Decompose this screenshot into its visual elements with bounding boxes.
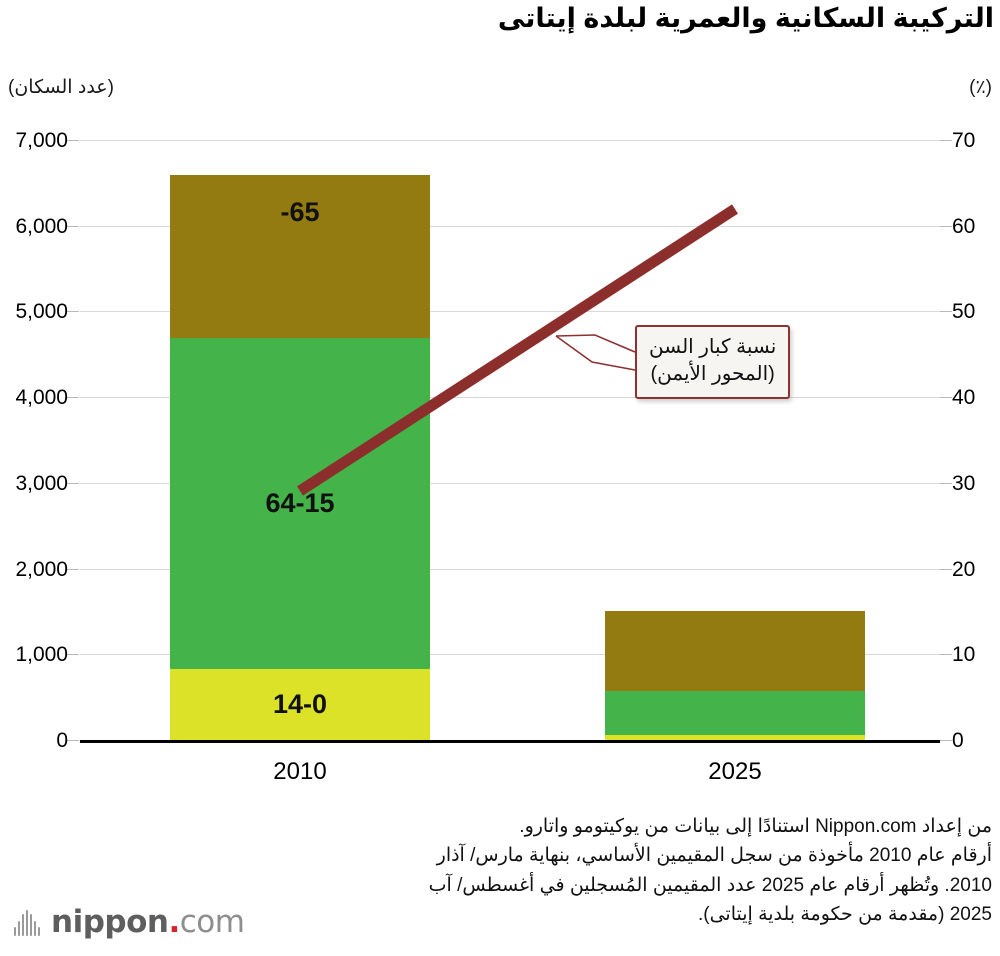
bar-segment-young-2025[interactable] [605, 735, 865, 740]
footnote-line-3: 2010. وتُظهر أرقام عام 2025 عدد المقيمين… [428, 874, 992, 896]
footnote-line-4: 2025 (مقدمة من حكومة بلدية إيتاتى). [697, 904, 992, 926]
gridline-7000 [80, 140, 940, 141]
tick-right-30 [940, 483, 952, 484]
bar-2025[interactable] [605, 611, 865, 740]
bar-segment-elderly-2025[interactable] [605, 611, 865, 691]
gridline-3000 [80, 483, 940, 484]
ytick-right-3: 40 [952, 386, 976, 409]
nippon-logo[interactable]: nippon.com [14, 904, 245, 940]
gridline-2000 [80, 569, 940, 570]
tick-left-7000 [67, 140, 79, 141]
tick-right-60 [940, 226, 952, 227]
gridline-1000 [80, 654, 940, 655]
logo-text-light: com [179, 904, 245, 940]
tick-right-10 [940, 654, 952, 655]
ytick-right-7: 0 [952, 729, 964, 752]
axis-baseline [80, 740, 940, 743]
tick-left-0 [67, 740, 79, 741]
ytick-right-5: 20 [952, 558, 976, 581]
tick-right-70 [940, 140, 952, 141]
ytick-right-4: 30 [952, 472, 976, 495]
tick-left-6000 [67, 226, 79, 227]
logo-dot: . [168, 904, 180, 940]
tick-left-5000 [67, 311, 79, 312]
footnote: من إعداد Nippon.com استنادًا إلى بيانات … [302, 812, 992, 930]
page-title: التركيبة السكانية والعمرية لبلدة إيتاتى [497, 3, 994, 33]
tick-left-3000 [67, 483, 79, 484]
elderly-ratio-trendline [80, 140, 940, 740]
ytick-left-1: 6,000 [15, 215, 68, 238]
plot-area: 7,000 6,000 5,000 4,000 3,000 2,000 1,00… [15, 130, 975, 751]
gridline-5000 [80, 311, 940, 312]
tick-right-40 [940, 397, 952, 398]
elderly-ratio-callout: نسبة كبار السن (المحور الأيمن) [635, 325, 791, 399]
left-axis-caption: (عدد السكان) [8, 77, 114, 98]
ytick-right-1: 60 [952, 215, 976, 238]
xlabel-2010: 2010 [273, 758, 327, 785]
ytick-left-4: 3,000 [15, 472, 68, 495]
ytick-left-2: 5,000 [15, 300, 68, 323]
tick-left-2000 [67, 569, 79, 570]
ytick-left-3: 4,000 [15, 386, 68, 409]
tick-left-4000 [67, 397, 79, 398]
ytick-left-6: 1,000 [15, 643, 68, 666]
logo-text: nippon.com [51, 904, 245, 940]
tick-right-20 [940, 569, 952, 570]
ytick-right-2: 50 [952, 300, 976, 323]
footnote-line-2: أرقام عام 2010 مأخوذة من سجل المقيمين ال… [436, 845, 992, 867]
ytick-right-0: 70 [952, 129, 976, 152]
ytick-right-6: 10 [952, 643, 976, 666]
ytick-left-5: 2,000 [15, 558, 68, 581]
callout-line-1: نسبة كبار السن [649, 336, 777, 358]
footnote-line-1: من إعداد Nippon.com استنادًا إلى بيانات … [519, 816, 992, 837]
waveform-icon [14, 909, 40, 936]
tick-right-50 [940, 311, 952, 312]
xlabel-2025: 2025 [708, 758, 762, 785]
ytick-left-7: 0 [56, 729, 68, 752]
tick-right-0 [940, 740, 952, 741]
gridline-4000 [80, 397, 940, 398]
gridline-6000 [80, 226, 940, 227]
right-axis-caption: (٪) [969, 77, 992, 98]
ytick-left-0: 7,000 [15, 129, 68, 152]
tick-left-1000 [67, 654, 79, 655]
callout-line-2: (المحور الأيمن) [650, 363, 775, 385]
logo-text-bold: nippon [51, 904, 169, 940]
bar-segment-working-2025[interactable] [605, 691, 865, 735]
